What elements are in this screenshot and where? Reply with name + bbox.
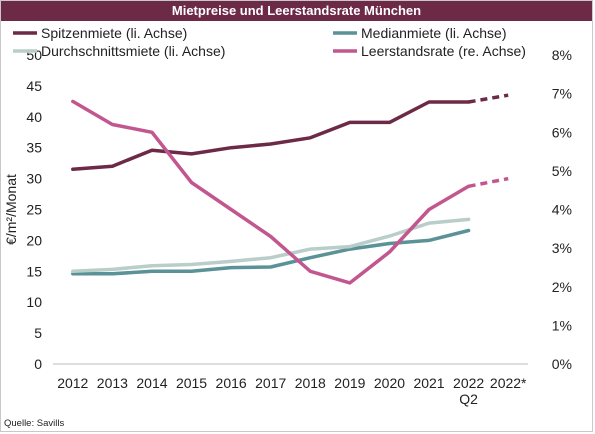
x-tick-label: 2022* [490, 375, 527, 391]
y-right-tick-label: 4% [552, 202, 572, 218]
y-left-tick-label: 35 [26, 140, 42, 156]
series-spitzenmiete-line [71, 100, 471, 172]
y-right-tick-label: 6% [552, 124, 572, 140]
x-tick-label: 2016 [216, 375, 247, 391]
legend-label: Durchschnittsmiete (li. Achse) [41, 43, 225, 59]
chart-svg: 051015202530354045500%1%2%3%4%5%6%7%8%€/… [3, 25, 572, 407]
x-tick-label: 2014 [136, 375, 167, 391]
legend-label: Leerstandsrate (re. Achse) [361, 43, 526, 59]
x-tick-label: 2013 [97, 375, 128, 391]
y-left-tick-label: 20 [26, 232, 42, 248]
y-left-tick-label: 30 [26, 171, 42, 187]
y-right-tick-label: 7% [552, 86, 572, 102]
x-tick-label: 2015 [176, 375, 207, 391]
series-medianmiete-line [71, 228, 471, 276]
y-left-tick-label: 45 [26, 78, 42, 94]
x-tick-label: 2021 [413, 375, 444, 391]
x-tick-label: 2012 [57, 375, 88, 391]
legend-label: Spitzenmiete (li. Achse) [41, 25, 187, 41]
legend-label: Medianmiete (li. Achse) [361, 25, 507, 41]
series-durchschnittsmiete-line [71, 217, 471, 274]
x-tick-label: 2022 Q2 [453, 375, 484, 407]
series-leerstandsrate-line [71, 99, 471, 285]
y-right-tick-label: 3% [552, 240, 572, 256]
x-tick-label: 2017 [255, 375, 286, 391]
source-note: Quelle: Savills [4, 418, 65, 429]
chart-title: Mietpreise und Leerstandsrate München [1, 1, 592, 21]
y-left-tick-label: 0 [34, 356, 42, 372]
y-left-tick-label: 15 [26, 263, 42, 279]
y-right-tick-label: 0% [552, 356, 572, 372]
y-right-tick-label: 5% [552, 163, 572, 179]
y-left-tick-label: 40 [26, 109, 42, 125]
y-right-tick-label: 2% [552, 279, 572, 295]
y-right-tick-label: 8% [552, 47, 572, 63]
y-left-tick-label: 10 [26, 294, 42, 310]
y-left-tick-label: 25 [26, 202, 42, 218]
y-left-tick-label: 5 [34, 325, 42, 341]
series-leerstandsrate-forecast-line [468, 176, 509, 189]
y-right-tick-label: 1% [552, 317, 572, 333]
x-tick-label: 2020 [374, 375, 405, 391]
x-tick-label: 2019 [334, 375, 365, 391]
x-tick-label: 2018 [295, 375, 326, 391]
series-spitzenmiete-forecast-line [468, 93, 509, 104]
y-axis-title: €/m²/Monat [3, 174, 19, 245]
